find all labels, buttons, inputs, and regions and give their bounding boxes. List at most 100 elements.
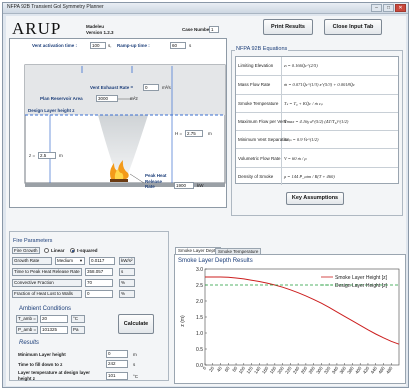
- equation-formula: ṁ = 0.071Q̇c^(1/3) z^(5/3) + 0.0018Q̇c: [284, 82, 355, 88]
- t-amb-field[interactable]: 20: [40, 315, 68, 323]
- tab-smoke-layer-depth[interactable]: Smoke Layer Depth: [175, 247, 221, 254]
- column-divider: [281, 167, 282, 185]
- h-field[interactable]: 2.75: [185, 130, 203, 137]
- peak-hrr-label: Peak Heat Release Rate: [145, 173, 167, 189]
- convective-fraction-field[interactable]: 70: [85, 279, 113, 287]
- fire-core-icon: [114, 169, 124, 179]
- y-tick-label: 0.0: [196, 363, 203, 369]
- column-divider: [281, 149, 282, 167]
- squared-label: t-squared: [77, 248, 98, 253]
- equation-formula: V = 60 ṁ / ρ: [284, 155, 307, 161]
- fill-time-label: Time to fill down to z: [18, 362, 63, 367]
- equations-title: NFPA 92B Equations: [235, 46, 289, 52]
- x-tick-label: 360: [339, 365, 348, 374]
- smoke-layer: [25, 65, 225, 115]
- min-layer-field[interactable]: 0: [106, 350, 128, 358]
- y-tick-label: 1.5: [196, 315, 203, 321]
- linear-label: Linear: [51, 248, 65, 253]
- print-results-button[interactable]: Print Results: [263, 19, 313, 35]
- tab-smoke-temperature[interactable]: Smoke Temperature: [215, 248, 262, 254]
- growth-rate-label: Growth Rate: [12, 257, 52, 265]
- x-tick-label: 280: [308, 365, 317, 374]
- smoke-layer-series-line: [205, 276, 400, 345]
- squared-radio[interactable]: [70, 248, 75, 253]
- x-tick-label: 40: [216, 365, 223, 372]
- fill-time-unit: s: [133, 362, 136, 367]
- x-tick-label: 340: [331, 365, 340, 374]
- equation-row: Minimum Vent Separation Sₘᵢₙ = 0.9 V̇e^(1…: [236, 130, 398, 149]
- z-label: z =: [29, 153, 36, 158]
- app-version: Version 1.2.3: [86, 30, 114, 35]
- vent-time-label: Vent activation time :: [32, 43, 78, 48]
- title-bar: NFPA 92B Transient Gol Symmetry Planner …: [3, 3, 408, 14]
- atrium-diagram: Vent activation time : 100 s, Ramp-up ti…: [9, 38, 227, 208]
- reservoir-area-unit: m²2: [130, 96, 138, 101]
- layer-temp-field[interactable]: 101: [106, 372, 128, 380]
- fire-flame-icon: [110, 160, 129, 179]
- peak-hrr-unit: kW: [197, 183, 204, 188]
- equation-row: Maximum Flow per Vent V̇max = 4.16γ d^(5/…: [236, 111, 398, 131]
- equation-row: Mass Flow Rate ṁ = 0.071Q̇c^(1/3) z^(5/3)…: [236, 75, 398, 94]
- t-amb-label: T_amb =: [16, 315, 38, 323]
- case-number-field[interactable]: 1: [209, 26, 219, 33]
- equation-name: Smoke Temperature: [238, 100, 279, 106]
- vent-time-field[interactable]: 100: [90, 42, 106, 49]
- y-tick-label: 1.0: [196, 331, 203, 337]
- equation-name: Minimum Vent Separation: [238, 137, 290, 143]
- smoke-plume: [98, 115, 148, 179]
- z-field[interactable]: 2.5: [38, 152, 56, 159]
- convective-fraction-label: Convective Fraction: [12, 279, 82, 287]
- x-tick-label: 80: [231, 365, 238, 372]
- growth-rate-field[interactable]: 0.0117: [89, 257, 115, 265]
- reservoir-area-field[interactable]: 3000: [96, 95, 118, 102]
- layer-temp-label: Layer temperature at design layer height…: [18, 370, 91, 381]
- x-tick-label: 480: [385, 365, 394, 374]
- calculate-button[interactable]: Calculate: [118, 314, 154, 334]
- legend-entry: Design Layer Height [z]: [335, 283, 388, 289]
- convective-fraction-unit: %: [119, 279, 135, 287]
- vent-time-unit: s,: [108, 43, 112, 48]
- p-amb-label: P_amb =: [16, 326, 38, 334]
- growth-rate-select[interactable]: Medium ▼: [55, 257, 85, 265]
- floor: [25, 183, 225, 187]
- equation-name: Mass Flow Rate: [238, 82, 271, 88]
- equation-row: Limiting Elevation zₗ = 0.166Q̇c^(2/5): [236, 57, 398, 76]
- key-assumptions-button[interactable]: Key Assumptions: [286, 192, 344, 205]
- x-tick-label: 460: [377, 365, 386, 374]
- equation-name: Density of Smoke: [238, 173, 274, 179]
- x-tick-label: 440: [370, 365, 379, 374]
- heat-lost-field[interactable]: 0: [85, 290, 113, 298]
- close-input-tab-button[interactable]: Close Input Tab: [324, 19, 382, 35]
- ramp-time-field[interactable]: 60: [170, 42, 186, 49]
- p-amb-field[interactable]: 101325: [40, 326, 68, 334]
- equation-formula: Sₘᵢₙ = 0.9 V̇e^(1/2): [284, 137, 319, 143]
- minimize-button[interactable]: –: [371, 4, 382, 12]
- peak-hrr-field[interactable]: 1900: [174, 182, 194, 189]
- p-amb-unit: Pa: [71, 326, 85, 334]
- x-tick-label: 260: [300, 365, 309, 374]
- exhaust-rate-unit: m³/s: [162, 85, 171, 90]
- close-window-button[interactable]: ✕: [395, 4, 406, 12]
- growth-rate-unit: kW/s²: [119, 257, 135, 265]
- x-tick-label: 100: [238, 365, 247, 374]
- ramp-time-unit: s: [189, 43, 192, 48]
- x-tick-label: 60: [224, 365, 231, 372]
- maximize-button[interactable]: □: [383, 4, 394, 12]
- exhaust-rate-field[interactable]: 0: [143, 84, 159, 91]
- design-layer-label: Design Layer height z: [28, 108, 75, 113]
- x-tick-label: 20: [208, 365, 215, 372]
- time-to-peak-field[interactable]: 358.057: [85, 268, 113, 276]
- equation-row: Density of Smoke ρ = 144 P_atm / R(T + 46…: [236, 166, 398, 185]
- y-tick-label: 3.0: [196, 267, 203, 273]
- x-tick-label: 200: [277, 365, 286, 374]
- fill-time-field[interactable]: 242: [106, 360, 128, 368]
- t-amb-unit: °C: [71, 315, 85, 323]
- x-tick-label: 160: [261, 365, 270, 374]
- fire-params-title: Fire Parameters: [12, 238, 54, 244]
- linear-radio[interactable]: [44, 248, 49, 253]
- heat-lost-label: Fraction of Heat Lost to Walls: [12, 290, 82, 298]
- y-tick-label: 0.5: [196, 347, 203, 353]
- chart-y-label: z (m): [180, 315, 186, 327]
- equation-name: Volumetric Flow Rate: [238, 155, 281, 161]
